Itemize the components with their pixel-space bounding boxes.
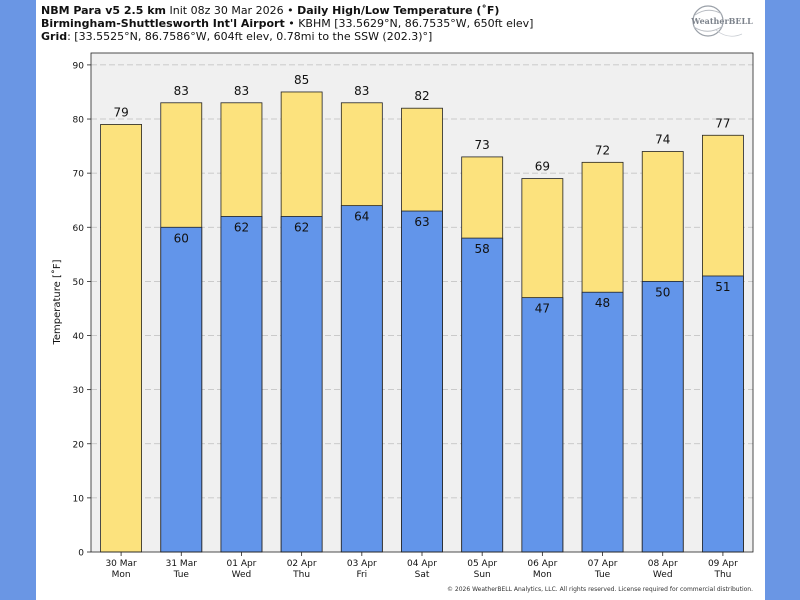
high-value-label: 83: [234, 84, 249, 98]
x-tick-date: 06 Apr: [527, 559, 557, 569]
high-value-label: 74: [655, 133, 670, 147]
high-value-label: 69: [535, 160, 550, 174]
x-tick-day: Thu: [292, 570, 310, 580]
high-value-label: 73: [475, 138, 490, 152]
x-tick-date: 07 Apr: [588, 559, 618, 569]
y-tick-label: 70: [73, 170, 85, 180]
y-tick-label: 90: [73, 61, 85, 71]
low-bar: [641, 280, 684, 553]
low-value-label: 58: [475, 242, 490, 256]
high-value-label: 79: [113, 105, 128, 119]
x-tick-day: Wed: [653, 570, 673, 580]
x-tick-date: 31 Mar: [166, 559, 198, 569]
grid-label: Grid: [41, 30, 68, 43]
low-value-label: 50: [655, 285, 670, 299]
x-tick-date: 01 Apr: [227, 559, 257, 569]
low-bar: [702, 275, 744, 553]
data-labels: 79 83 60 83 62 85 62 83 64 82 63 73 58 69 47 72 48 74 50 77…: [113, 73, 730, 316]
y-tick-label: 20: [73, 440, 85, 450]
header-line-2: Birmingham-Shuttlesworth Int'l Airport •…: [41, 17, 533, 30]
low-bar: [461, 237, 504, 553]
x-tick-date: 05 Apr: [467, 559, 497, 569]
model-name: NBM Para v5 2.5 km: [41, 4, 166, 17]
logo-text: WeatherBELL: [690, 16, 753, 26]
low-value-label: 64: [354, 210, 369, 224]
low-bar: [340, 205, 383, 553]
init-time: Init 08z 30 Mar 2026: [169, 4, 284, 17]
y-tick-label: 10: [73, 494, 85, 504]
high-value-label: 83: [354, 84, 369, 98]
low-value-label: 47: [535, 302, 550, 316]
low-bar: [401, 210, 443, 553]
x-tick-day: Sun: [474, 570, 491, 580]
low-bar: [581, 291, 624, 553]
station-name: Birmingham-Shuttlesworth Int'l Airport: [41, 17, 285, 30]
x-tick-day: Tue: [594, 570, 611, 580]
x-tick-day: Thu: [713, 570, 731, 580]
low-bar: [220, 216, 263, 553]
high-bar: [100, 124, 142, 553]
temperature-chart: 79 83 60 83 62 85 62 83 64 82 63 73 58 69 47 72 48 74 50 77…: [51, 52, 754, 580]
x-tick-date: 02 Apr: [287, 559, 317, 569]
y-tick-label: 50: [73, 278, 85, 288]
copyright-footer: © 2026 WeatherBELL Analytics, LLC. All r…: [447, 586, 753, 593]
y-tick-label: 40: [73, 332, 85, 342]
high-value-label: 77: [715, 116, 730, 130]
low-value-label: 48: [595, 296, 610, 310]
low-bar: [160, 226, 203, 553]
header-bullet-2: •: [288, 17, 295, 30]
x-tick-day: Mon: [533, 570, 552, 580]
low-value-label: 60: [174, 231, 189, 245]
low-bar: [521, 297, 564, 553]
product-title: Daily High/Low Temperature (˚F): [297, 4, 500, 17]
x-tick-day: Tue: [173, 570, 190, 580]
low-value-label: 63: [414, 215, 429, 229]
x-tick-day: Mon: [112, 570, 131, 580]
header-line-3: Grid: [33.5525°N, 86.7586°W, 604ft elev,…: [41, 30, 432, 43]
y-axis-label: Temperature [˚F]: [51, 259, 63, 345]
x-tick-date: 03 Apr: [347, 559, 377, 569]
bars: [100, 91, 744, 553]
x-tick-date: 09 Apr: [708, 559, 738, 569]
y-axis: 0 10 20 30 40 50 60 70 80 90: [73, 61, 91, 559]
x-tick-date: 08 Apr: [648, 559, 678, 569]
high-value-label: 72: [595, 143, 610, 157]
x-tick-date: 30 Mar: [105, 559, 137, 569]
y-tick-label: 0: [78, 549, 84, 559]
x-tick-day: Fri: [356, 570, 367, 580]
y-tick-label: 30: [73, 386, 85, 396]
x-tick-day: Sat: [415, 570, 430, 580]
header-line-1: NBM Para v5 2.5 km Init 08z 30 Mar 2026 …: [41, 4, 499, 17]
high-value-label: 83: [174, 84, 189, 98]
weatherbell-logo-icon: WeatherBELL: [690, 5, 753, 37]
low-value-label: 62: [294, 220, 309, 234]
header-bullet: •: [287, 4, 294, 17]
y-tick-label: 60: [73, 224, 85, 234]
station-info: KBHM [33.5629°N, 86.7535°W, 650ft elev]: [298, 17, 534, 30]
chart-panel: NBM Para v5 2.5 km Init 08z 30 Mar 2026 …: [36, 0, 765, 600]
high-value-label: 82: [414, 89, 429, 103]
high-value-label: 85: [294, 73, 309, 87]
low-bar: [280, 216, 323, 553]
low-value-label: 51: [715, 280, 730, 294]
x-tick-day: Wed: [232, 570, 252, 580]
x-tick-date: 04 Apr: [407, 559, 437, 569]
grid-info: : [33.5525°N, 86.7586°W, 604ft elev, 0.7…: [67, 30, 433, 43]
low-value-label: 62: [234, 220, 249, 234]
y-tick-label: 80: [73, 116, 85, 126]
